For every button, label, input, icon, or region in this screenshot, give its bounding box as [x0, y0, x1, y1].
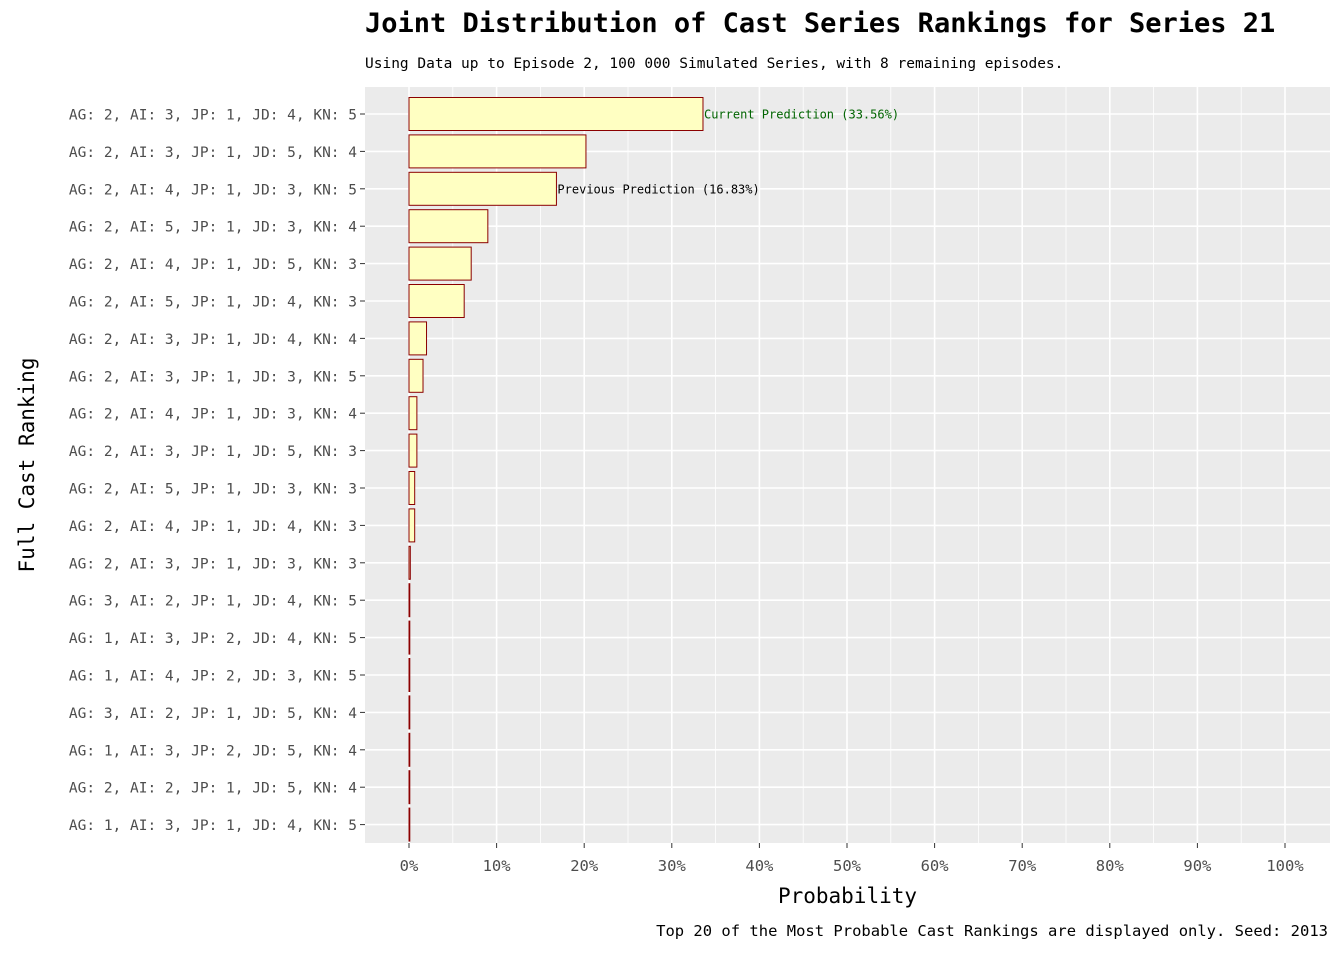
y-tick-label: AG: 2, AI: 5, JP: 1, JD: 3, KN: 3 — [69, 482, 357, 498]
chart-subtitle: Using Data up to Episode 2, 100 000 Simu… — [365, 56, 1064, 72]
bar — [408, 620, 411, 655]
y-tick-label: AG: 2, AI: 3, JP: 1, JD: 3, KN: 5 — [69, 369, 357, 385]
bar — [408, 807, 411, 842]
y-tick-label: AG: 2, AI: 3, JP: 1, JD: 3, KN: 3 — [69, 556, 357, 572]
y-tick-label: AG: 1, AI: 3, JP: 2, JD: 4, KN: 5 — [69, 631, 357, 647]
y-tick-label: AG: 2, AI: 5, JP: 1, JD: 4, KN: 3 — [69, 295, 357, 311]
bar — [408, 246, 472, 281]
y-tick-label: AG: 3, AI: 2, JP: 1, JD: 5, KN: 4 — [69, 706, 357, 722]
y-tick-label: AG: 2, AI: 2, JP: 1, JD: 5, KN: 4 — [69, 781, 357, 797]
bar-annotation: Current Prediction (33.56%) — [704, 108, 899, 122]
y-tick-label: AG: 3, AI: 2, JP: 1, JD: 4, KN: 5 — [69, 594, 357, 610]
bar — [408, 545, 411, 580]
bar — [408, 134, 587, 169]
bar — [408, 732, 411, 767]
bar — [408, 770, 411, 805]
bar-annotation: Previous Prediction (16.83%) — [557, 182, 759, 196]
x-tick-label: 70% — [1008, 857, 1037, 875]
y-tick-label: AG: 1, AI: 3, JP: 2, JD: 5, KN: 4 — [69, 743, 357, 759]
y-tick-label: AG: 2, AI: 4, JP: 1, JD: 5, KN: 3 — [69, 257, 357, 273]
y-tick-label: AG: 1, AI: 4, JP: 2, JD: 3, KN: 5 — [69, 669, 357, 685]
bar — [408, 321, 428, 356]
bar — [408, 284, 465, 318]
y-tick-label: AG: 2, AI: 3, JP: 1, JD: 4, KN: 5 — [69, 108, 357, 124]
chart-caption: Top 20 of the Most Probable Cast Ranking… — [656, 922, 1328, 940]
x-tick-label: 90% — [1183, 857, 1212, 875]
x-axis-title: Probability — [778, 884, 917, 908]
bar — [408, 171, 557, 206]
bar — [408, 508, 416, 543]
y-tick-label: AG: 1, AI: 3, JP: 1, JD: 4, KN: 5 — [69, 818, 357, 834]
bar — [408, 209, 489, 244]
x-tick-label: 0% — [400, 857, 419, 875]
x-tick-label: 20% — [570, 857, 599, 875]
y-tick-label: AG: 2, AI: 5, JP: 1, JD: 3, KN: 4 — [69, 220, 357, 236]
x-tick-label: 50% — [833, 857, 862, 875]
y-tick-label: AG: 2, AI: 3, JP: 1, JD: 5, KN: 4 — [69, 145, 357, 161]
bar — [408, 358, 424, 393]
bar — [408, 658, 411, 692]
x-tick-label: 10% — [483, 857, 512, 875]
bar — [408, 583, 411, 618]
bar — [408, 433, 418, 468]
y-tick-label: AG: 2, AI: 4, JP: 1, JD: 4, KN: 3 — [69, 519, 357, 535]
x-tick-label: 60% — [921, 857, 950, 875]
y-tick-label: AG: 2, AI: 4, JP: 1, JD: 3, KN: 5 — [69, 182, 357, 198]
x-tick-label: 30% — [658, 857, 687, 875]
y-tick-label: AG: 2, AI: 3, JP: 1, JD: 4, KN: 4 — [69, 332, 357, 348]
bar — [408, 695, 411, 730]
bar — [408, 97, 704, 131]
chart-title: Joint Distribution of Cast Series Rankin… — [365, 8, 1276, 39]
bar — [408, 396, 418, 431]
y-tick-label: AG: 2, AI: 4, JP: 1, JD: 3, KN: 4 — [69, 407, 357, 423]
x-tick-label: 40% — [745, 857, 774, 875]
bar — [408, 471, 416, 505]
x-tick-label: 80% — [1096, 857, 1125, 875]
y-tick-label: AG: 2, AI: 3, JP: 1, JD: 5, KN: 3 — [69, 444, 357, 460]
x-tick-label: 100% — [1266, 857, 1304, 875]
y-axis-title: Full Cast Ranking — [15, 358, 39, 573]
